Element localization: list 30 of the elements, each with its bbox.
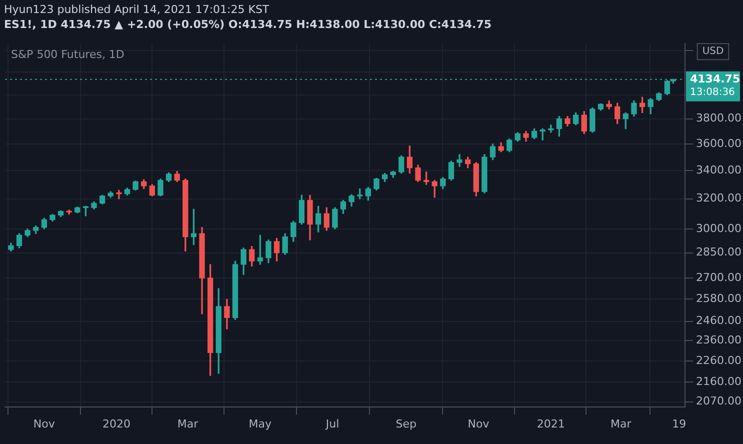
text: 13:08:36	[690, 87, 735, 98]
y-tick-label: 3200.00	[696, 192, 742, 205]
y-tick-label: 2850.00	[696, 246, 742, 259]
x-tick-label: May	[248, 417, 272, 430]
text: USD	[702, 46, 724, 58]
x-tick-label: Nov	[33, 417, 56, 430]
x-tick-label: 2020	[102, 417, 131, 430]
text: ES1!, 1D 4134.75 ▲ +2.00 (+0.05%) O:4134.75 H:4138.00 L:4130.00 C:4134.75	[4, 17, 493, 32]
y-tick-label: 2160.00	[696, 374, 742, 388]
y-tick-label: 3400.00	[696, 163, 742, 176]
y-tick-label: 3000.00	[696, 222, 742, 235]
x-tick-label: Sep	[396, 417, 416, 430]
y-tick-label: 2460.00	[696, 314, 742, 328]
x-tick-label: Jul	[324, 417, 340, 430]
y-tick-label: 2260.00	[696, 354, 742, 367]
chart-title: S&P 500 Futures, 1D	[11, 48, 124, 61]
y-tick-label: 3800.00	[696, 112, 742, 125]
x-tick-label: 2021	[536, 417, 565, 430]
ref-line-label: 4134.75	[690, 72, 740, 86]
candlestick	[116, 190, 122, 200]
x-tick-label: Mar	[177, 417, 199, 430]
x-tick-label: Nov	[468, 417, 490, 430]
y-tick-label: 2580.00	[696, 292, 742, 306]
x-tick-label: 19	[672, 417, 686, 430]
y-tick-label: 2360.00	[696, 334, 742, 347]
y-tick-label: 3600.00	[696, 136, 742, 150]
y-tick-label: 2700.00	[696, 270, 742, 284]
y-tick-label: 2070.00	[696, 394, 742, 408]
x-tick-label: Mar	[610, 417, 632, 430]
text: Hyun123 published April 14, 2021 17:01:25 KST	[4, 2, 270, 17]
